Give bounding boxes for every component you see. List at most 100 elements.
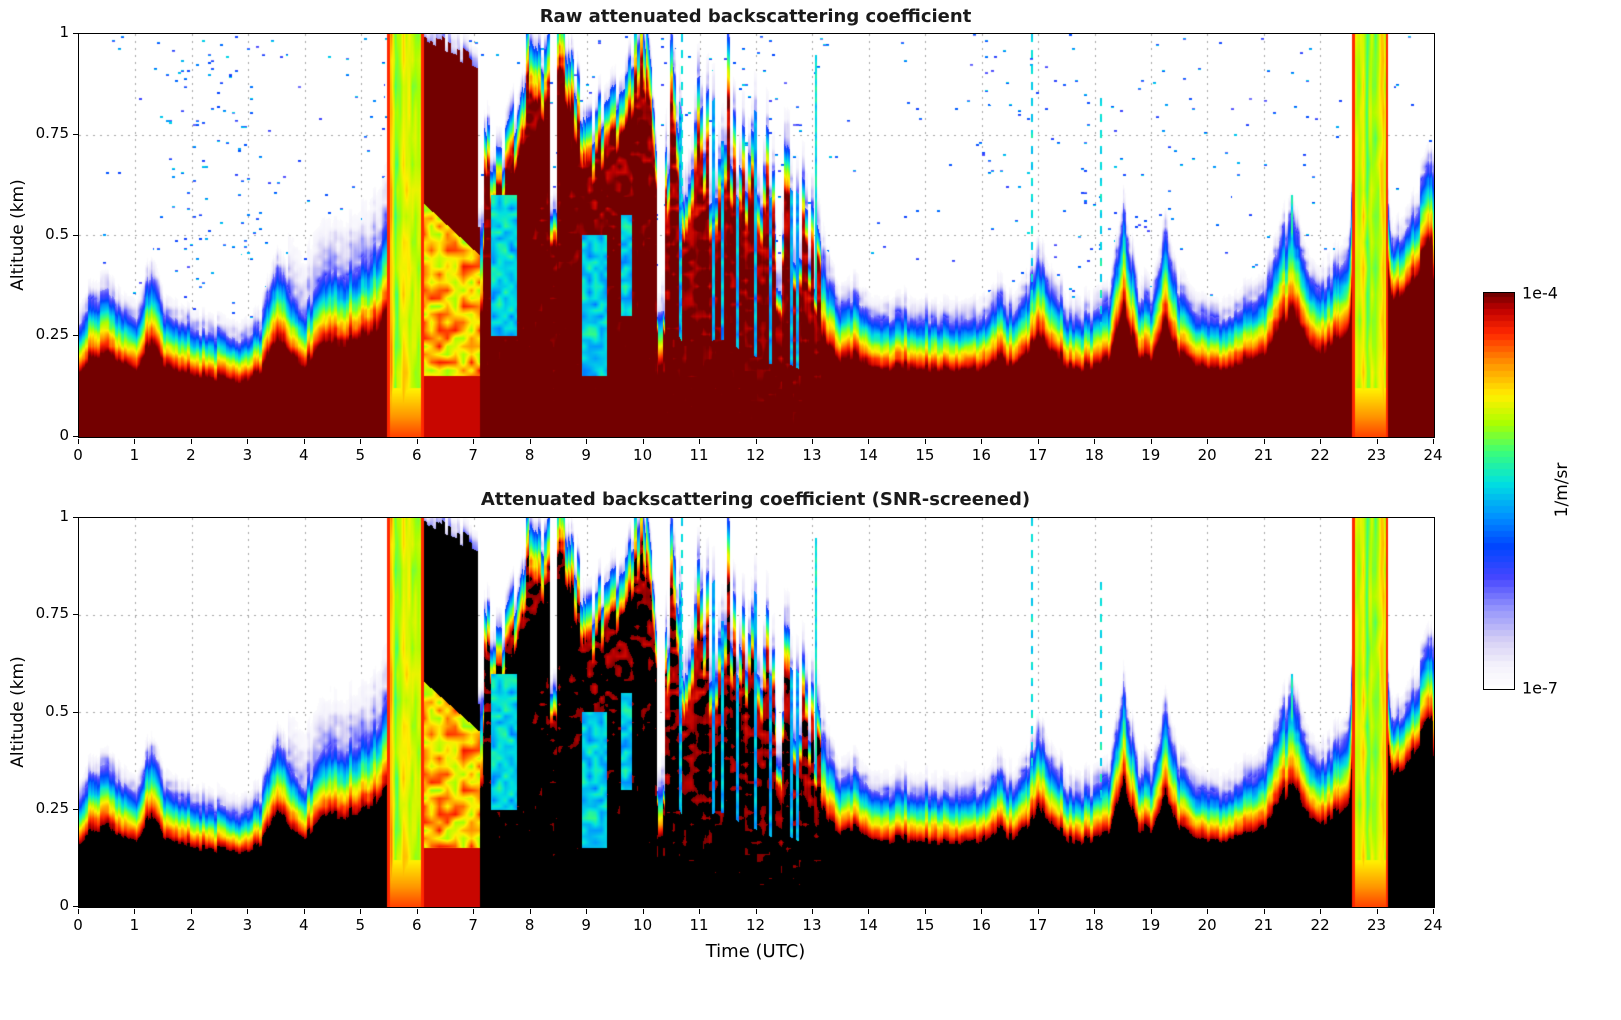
y-tick-label: 0 — [59, 896, 69, 915]
x-tick-mark — [360, 909, 362, 914]
x-tick-mark — [1320, 439, 1322, 444]
x-tick-label: 20 — [1197, 916, 1217, 934]
x-tick-mark — [755, 909, 757, 914]
x-tick-mark — [924, 909, 926, 914]
x-tick-label: 16 — [971, 446, 991, 464]
x-tick-mark — [1207, 909, 1209, 914]
x-tick-label: 11 — [689, 446, 709, 464]
x-tick-mark — [981, 909, 983, 914]
colorbar-unit-label: 1/m/sr — [1552, 462, 1572, 518]
x-tick-label: 5 — [355, 446, 366, 464]
y-tick-mark — [73, 711, 78, 713]
x-tick-mark — [1150, 909, 1152, 914]
x-tick-mark — [1037, 439, 1039, 444]
x-tick-mark — [699, 439, 701, 444]
x-tick-mark — [586, 909, 588, 914]
x-tick-mark — [811, 909, 813, 914]
x-axis-raw: 0 1 2 3 4 5 6 7 8 9 10 11 12 13 14 15 16 17 18 19 20 21 22 23 24 — [73, 439, 1443, 469]
x-tick-mark — [868, 439, 870, 444]
y-tick-mark — [73, 517, 78, 518]
x-tick-mark — [1376, 439, 1378, 444]
x-tick-label: 10 — [633, 916, 653, 934]
x-tick-label: 10 — [633, 446, 653, 464]
x-tick-mark — [134, 909, 136, 914]
x-tick-label: 4 — [299, 446, 309, 464]
x-tick-label: 6 — [411, 446, 422, 464]
x-tick-mark — [416, 439, 418, 444]
x-tick-mark — [78, 909, 79, 914]
x-tick-mark — [78, 439, 79, 444]
x-tick-mark — [1320, 909, 1322, 914]
x-tick-mark — [190, 439, 192, 444]
x-tick-mark — [811, 439, 813, 444]
plot-area-raw — [78, 33, 1435, 438]
x-tick-label: 16 — [971, 916, 991, 934]
x-tick-label: 21 — [1254, 916, 1274, 934]
x-tick-label: 1 — [129, 916, 140, 934]
x-tick-mark — [1263, 439, 1265, 444]
x-tick-label: 22 — [1310, 916, 1330, 934]
colorbar-max-label: 1e-4 — [1522, 283, 1558, 303]
x-tick-label: 3 — [242, 916, 253, 934]
x-tick-label: 12 — [745, 916, 766, 934]
x-tick-label: 1 — [129, 446, 140, 464]
x-tick-mark — [981, 439, 983, 444]
x-tick-mark — [473, 439, 475, 444]
x-tick-label: 11 — [689, 916, 709, 934]
x-tick-mark — [529, 909, 531, 914]
x-tick-label: 6 — [411, 916, 422, 934]
x-tick-mark — [1094, 909, 1096, 914]
x-axis-screened: 0 1 2 3 4 5 6 7 8 9 10 11 12 13 14 15 16 17 18 19 20 21 22 23 24 — [73, 909, 1443, 939]
y-tick-label: 0.75 — [35, 123, 69, 142]
y-tick-mark — [73, 335, 78, 337]
colorbar-min-label: 1e-7 — [1522, 678, 1558, 698]
x-tick-mark — [642, 909, 644, 914]
x-tick-label: 9 — [581, 446, 591, 464]
x-tick-label: 22 — [1310, 446, 1330, 464]
x-tick-label: 7 — [468, 916, 478, 934]
y-tick-label: 0.25 — [35, 325, 69, 344]
x-tick-mark — [473, 909, 475, 914]
y-tick-mark — [73, 808, 78, 810]
x-tick-label: 2 — [186, 446, 196, 464]
x-tick-mark — [924, 439, 926, 444]
x-tick-label: 19 — [1141, 446, 1161, 464]
y-axis-screened: 0 0.25 0.5 0.75 1 — [30, 507, 78, 914]
x-tick-mark — [586, 439, 588, 444]
x-tick-mark — [1376, 909, 1378, 914]
x-tick-label: 3 — [242, 446, 253, 464]
y-tick-mark — [73, 906, 78, 907]
x-tick-label: 18 — [1084, 916, 1104, 934]
x-tick-label: 7 — [468, 446, 478, 464]
x-tick-mark — [1094, 439, 1096, 444]
y-tick-label: 0 — [59, 426, 69, 445]
x-tick-mark — [755, 439, 757, 444]
y-tick-label: 1 — [59, 23, 69, 42]
x-tick-label: 23 — [1366, 916, 1387, 934]
x-tick-label: 12 — [745, 446, 766, 464]
y-tick-label: 0.25 — [35, 798, 69, 817]
x-tick-label: 19 — [1141, 916, 1161, 934]
x-tick-mark — [529, 439, 531, 444]
x-tick-mark — [1433, 909, 1434, 914]
x-tick-mark — [247, 439, 249, 444]
x-tick-label: 14 — [858, 916, 878, 934]
x-tick-label: 8 — [524, 446, 535, 464]
x-tick-label: 18 — [1084, 446, 1104, 464]
y-tick-mark — [73, 436, 78, 437]
panel-title-screened: Attenuated backscattering coefficient (S… — [480, 489, 1031, 510]
x-tick-label: 0 — [73, 446, 83, 464]
x-tick-mark — [303, 909, 305, 914]
x-tick-mark — [642, 439, 644, 444]
x-tick-label: 13 — [802, 446, 822, 464]
x-tick-label: 21 — [1254, 446, 1274, 464]
x-tick-label: 20 — [1197, 446, 1217, 464]
x-tick-mark — [699, 909, 701, 914]
plot-area-screened — [78, 517, 1435, 908]
y-tick-label: 0.75 — [35, 604, 69, 623]
y-tick-mark — [73, 33, 78, 34]
x-tick-mark — [247, 909, 249, 914]
x-tick-label: 13 — [802, 916, 822, 934]
colorbar — [1483, 292, 1515, 690]
